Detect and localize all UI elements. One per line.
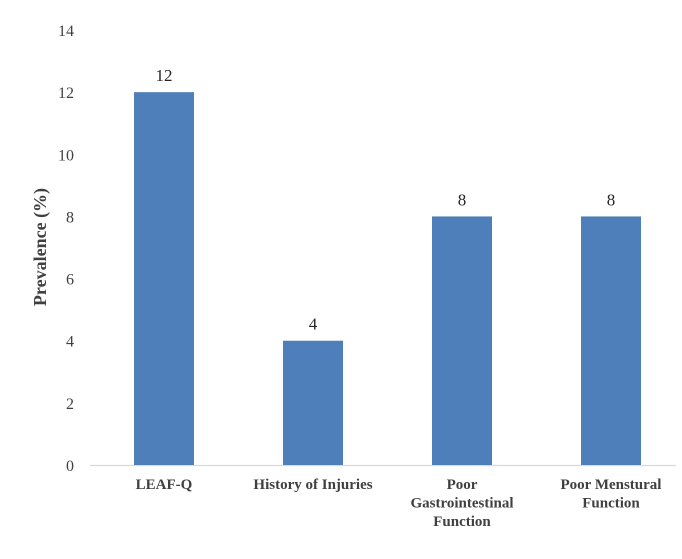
- bar: [581, 216, 641, 465]
- data-label: 8: [607, 190, 616, 209]
- y-tick-label: 4: [66, 334, 74, 351]
- bar: [432, 216, 492, 465]
- data-labels-group: 12 4 8 8: [156, 66, 616, 334]
- y-tick-label: 6: [66, 272, 74, 289]
- category-label: History of Injuries: [253, 477, 372, 493]
- category-label: Poor Menstural Function: [561, 477, 662, 512]
- y-tick-label: 10: [58, 147, 74, 164]
- bar: [134, 92, 194, 466]
- y-tick-label: 14: [58, 23, 74, 40]
- y-tick-label: 8: [66, 209, 74, 226]
- bars-group: [134, 92, 641, 466]
- category-label: Poor Gastrointestinal Function: [410, 477, 513, 530]
- y-tick-label: 12: [58, 85, 74, 102]
- category-label: LEAF-Q: [136, 477, 193, 493]
- y-tick-label: 2: [66, 396, 74, 413]
- data-label: 4: [309, 315, 318, 334]
- data-label: 8: [458, 190, 467, 209]
- y-tick-label: 0: [66, 458, 74, 475]
- category-labels-group: LEAF-Q History of Injuries Poor Gastrointes…: [136, 477, 662, 530]
- bar: [283, 340, 343, 465]
- y-axis-ticks: 0 2 4 6 8 10 12 14: [58, 23, 74, 475]
- y-axis-title: Prevalence (%): [30, 188, 51, 306]
- data-label: 12: [156, 66, 173, 85]
